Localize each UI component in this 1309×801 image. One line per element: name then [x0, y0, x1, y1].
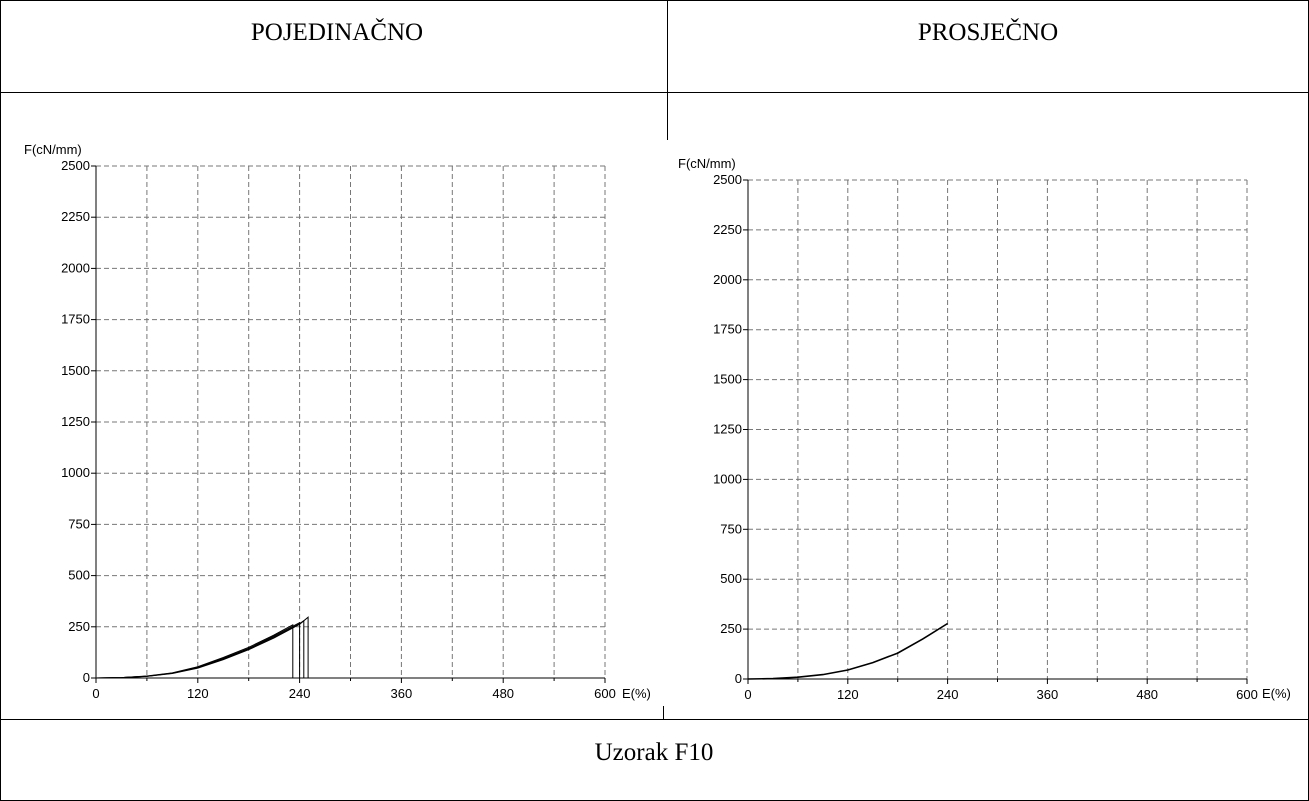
y-tick-label: 1000 — [61, 465, 90, 480]
chart-average-xlabel: E(%) — [1262, 686, 1291, 701]
x-tick-label: 480 — [1136, 687, 1158, 702]
y-tick-label: 2500 — [713, 172, 742, 187]
series-line-3 — [95, 616, 309, 679]
chart-individual-ylabel: F(cN/mm) — [24, 142, 82, 157]
y-tick-label: 1250 — [61, 414, 90, 429]
header-left: POJEDINAČNO — [251, 18, 423, 46]
chart-average: F(cN/mm) E(%) 0 250 500 750 1000 1250 1500 1750… — [678, 156, 1291, 702]
y-tick-label: 250 — [68, 619, 90, 634]
y-tick-label: 0 — [735, 671, 742, 686]
header-right: PROSJEČNO — [918, 18, 1058, 46]
x-tick-label: 240 — [289, 686, 311, 701]
y-tick-label: 250 — [720, 621, 742, 636]
chart-average-ticks: 0 250 500 750 1000 1250 1500 1750 2000 2250 2500 0 1… — [713, 172, 1258, 702]
x-tick-label: 600 — [1236, 687, 1258, 702]
y-tick-label: 1500 — [61, 363, 90, 378]
footer-label: Uzorak F10 — [595, 739, 714, 766]
y-tick-label: 750 — [720, 521, 742, 536]
y-tick-label: 1500 — [713, 372, 742, 387]
y-tick-label: 2250 — [61, 209, 90, 224]
series-line-2 — [95, 619, 305, 679]
chart-individual-grid — [95, 165, 606, 679]
x-tick-label: 240 — [937, 687, 959, 702]
chart-average-grid — [747, 179, 1248, 680]
chart-average-ylabel: F(cN/mm) — [678, 156, 736, 171]
y-tick-label: 2000 — [61, 260, 90, 275]
y-tick-label: 1000 — [713, 471, 742, 486]
y-tick-label: 2250 — [713, 222, 742, 237]
chart-individual-ticks: 0 250 500 750 1000 1250 1500 1750 2000 2250 2500 0 1… — [61, 158, 616, 701]
y-tick-label: 1750 — [61, 312, 90, 327]
chart-individual-series — [95, 616, 309, 679]
x-tick-label: 120 — [187, 686, 209, 701]
chart-individual: F(cN/mm) E(%) 0 250 500 750 1000 1250 1500 1750… — [24, 142, 651, 701]
y-tick-label: 1750 — [713, 322, 742, 337]
x-tick-label: 360 — [1037, 687, 1059, 702]
y-tick-label: 500 — [68, 568, 90, 583]
chart-individual-xlabel: E(%) — [622, 686, 651, 701]
x-tick-label: 0 — [92, 686, 99, 701]
y-tick-label: 0 — [83, 670, 90, 685]
series-line-0 — [95, 623, 294, 679]
y-tick-label: 500 — [720, 571, 742, 586]
x-tick-label: 0 — [744, 687, 751, 702]
x-tick-label: 600 — [594, 686, 616, 701]
y-tick-label: 750 — [68, 516, 90, 531]
y-tick-label: 2000 — [713, 272, 742, 287]
y-tick-label: 1250 — [713, 422, 742, 437]
series-line-0 — [747, 622, 949, 680]
x-tick-label: 120 — [837, 687, 859, 702]
chart-average-series — [747, 622, 949, 680]
y-tick-label: 2500 — [61, 158, 90, 173]
x-tick-label: 360 — [391, 686, 413, 701]
x-tick-label: 480 — [492, 686, 514, 701]
